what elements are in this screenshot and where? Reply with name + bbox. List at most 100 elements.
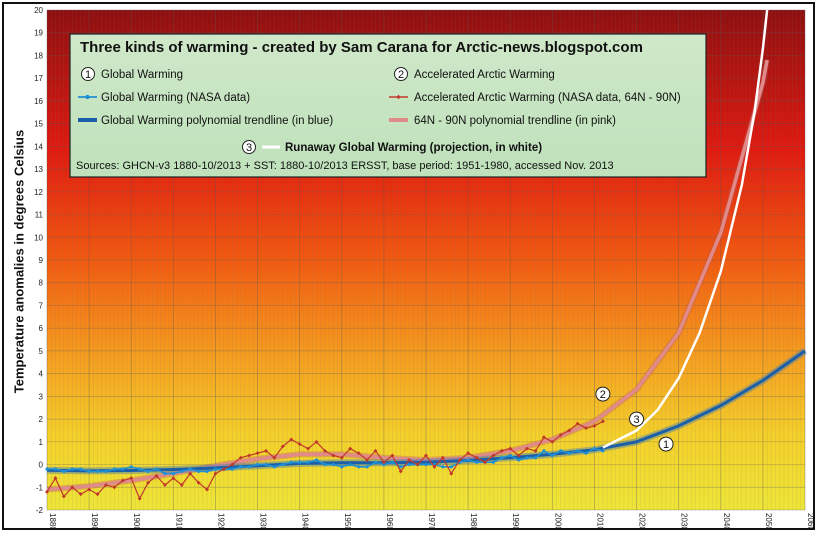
arctic-nasa-point — [407, 458, 412, 462]
y-tick-label: 8 — [39, 279, 44, 288]
chart-title: Three kinds of warming - created by Sam … — [80, 39, 643, 56]
legend-box — [69, 33, 707, 178]
global-nasa-point — [121, 467, 125, 471]
y-tick-label: 4 — [39, 370, 44, 379]
y-tick-label: 6 — [39, 324, 44, 333]
legend-marker-2-circle — [394, 67, 408, 81]
global-nasa-point — [542, 449, 546, 453]
legend-arctic-nasa: Accelerated Arctic Warming (NASA data, 6… — [414, 92, 681, 104]
global-nasa-point — [357, 465, 361, 469]
x-tick-label: 1980 — [469, 513, 478, 528]
arctic-nasa-point — [432, 464, 437, 469]
legend-swatch-global-nasa-dot — [85, 94, 90, 100]
arctic-nasa-point — [95, 492, 100, 497]
global-nasa-point — [348, 462, 352, 467]
annotation-marker-2 — [595, 386, 611, 402]
global-nasa-point — [331, 462, 335, 467]
arctic-nasa-point — [365, 458, 370, 462]
global-nasa-point — [95, 469, 100, 473]
y-tick-label: 15 — [34, 120, 43, 129]
arctic-nasa-point — [398, 469, 403, 474]
legend-sources: Sources: GHCN-v3 1880-10/2013 + SST: 188… — [76, 160, 614, 172]
global-nasa-point — [188, 467, 192, 471]
x-tick-label: 2010 — [595, 513, 604, 528]
global-nasa-point — [559, 449, 563, 453]
annotations: 1 2 3 — [595, 386, 674, 452]
legend-swatch-arctic-nasa-dot — [396, 94, 401, 100]
arctic-nasa-point — [440, 455, 445, 460]
arctic-nasa-point — [247, 453, 252, 458]
x-tick-label: 1940 — [301, 513, 310, 528]
legend-accelerated-arctic: Accelerated Arctic Warming — [414, 69, 555, 81]
y-tick-label: 10 — [34, 233, 43, 242]
legend-marker-3-label: 3 — [246, 142, 252, 154]
arctic-nasa-point — [541, 435, 546, 440]
arctic-nasa-point — [272, 455, 277, 460]
arctic-nasa-point — [373, 448, 378, 453]
arctic-nasa-point — [339, 455, 344, 460]
global-nasa-point — [399, 465, 403, 469]
global-nasa-point — [584, 451, 588, 455]
global-nasa-point — [466, 458, 470, 462]
y-tick-label: 19 — [34, 29, 43, 38]
arctic-nasa-point — [103, 483, 108, 487]
y-tick-label: 11 — [35, 211, 44, 220]
arctic-nasa-point — [188, 471, 193, 476]
x-tick-label: 2060 — [806, 513, 813, 528]
x-tick-label: 2000 — [553, 513, 562, 528]
arctic-nasa-point — [314, 439, 319, 444]
arctic-nasa-point — [112, 485, 117, 490]
arctic-nasa-point — [331, 453, 336, 458]
arctic-nasa-point — [306, 446, 311, 451]
annotation-label-3: 3 — [633, 414, 639, 426]
arctic-nasa-point — [499, 448, 504, 453]
global-nasa-point — [441, 465, 445, 469]
arctic-nasa-point — [87, 487, 92, 492]
arctic-nasa-point — [171, 476, 176, 481]
arctic-nasa-point — [45, 489, 49, 494]
legend-marker-1-circle — [81, 67, 95, 81]
arctic-nasa-point — [280, 444, 285, 449]
arctic-nasa-point — [129, 476, 134, 481]
global-nasa-point — [517, 458, 521, 462]
y-tick-label: 14 — [34, 142, 43, 151]
x-tick-label: 1930 — [259, 513, 268, 528]
global-nasa-point — [70, 467, 74, 471]
global-nasa-point — [449, 465, 453, 469]
arctic-nasa-point — [179, 483, 184, 487]
global-nasa-point — [197, 469, 201, 473]
y-tick-label: 2 — [39, 415, 44, 424]
arctic-nasa-point — [289, 437, 294, 442]
arctic-nasa-point — [449, 471, 454, 476]
global-nasa-point — [104, 469, 108, 473]
annotation-marker-3 — [629, 411, 645, 427]
global-nasa-point — [230, 467, 234, 471]
global-nasa-point — [264, 462, 268, 467]
global-nasa-point — [163, 472, 167, 476]
global-nasa-point — [180, 469, 184, 473]
arctic-nasa-point — [600, 419, 605, 424]
arctic-nasa-point — [162, 483, 167, 487]
global-nasa-point — [340, 465, 344, 469]
global-nasa-point — [298, 460, 302, 464]
global-nasa-point — [576, 449, 580, 453]
global-nasa-point — [491, 460, 495, 464]
global-nasa-point — [365, 465, 369, 469]
global-nasa-point — [289, 460, 293, 464]
global-nasa-point — [550, 453, 554, 458]
arctic-nasa-point — [238, 455, 243, 460]
global-nasa-point — [424, 462, 428, 467]
arctic-nasa-point — [61, 494, 66, 499]
arctic-nasa-point — [466, 451, 471, 456]
arctic-nasa-point — [491, 453, 496, 458]
arctic-nasa-point — [567, 428, 572, 433]
x-tick-label: 2020 — [638, 513, 647, 528]
arctic-nasa-point — [53, 476, 58, 481]
y-tick-label: -2 — [36, 506, 44, 515]
arctic-nasa-point — [78, 492, 83, 497]
global-nasa-point — [53, 467, 58, 471]
y-tick-label: 5 — [39, 347, 44, 356]
x-tick-label: 1970 — [427, 513, 436, 528]
